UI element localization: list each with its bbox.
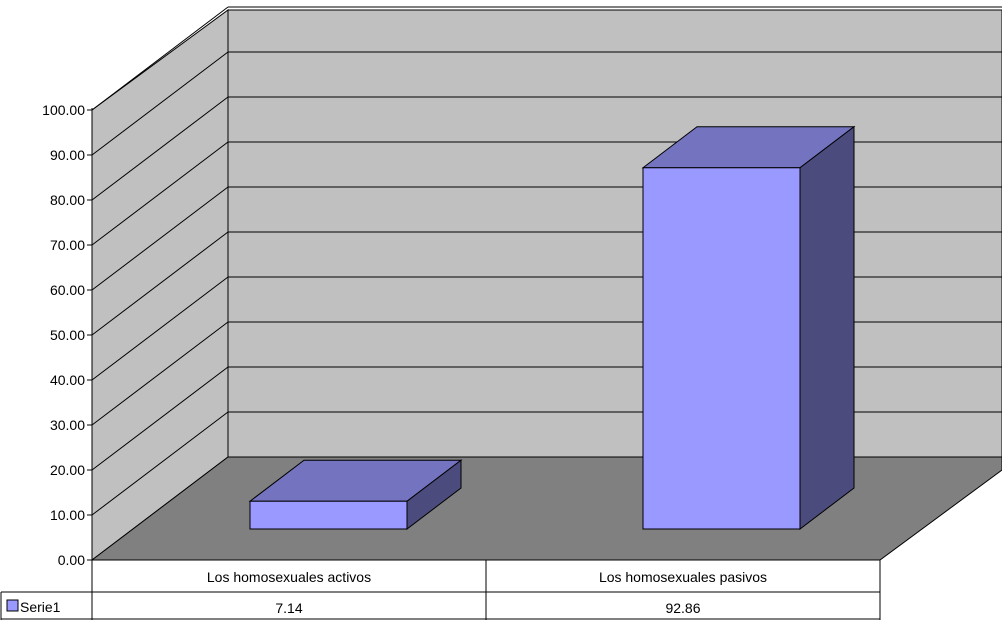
gridline-side [91, 51, 229, 156]
gridline-side [91, 6, 229, 111]
y-tick-label: 70.00 [50, 237, 85, 253]
legend-swatch [6, 599, 19, 612]
gridline-side [91, 366, 229, 471]
bars [248, 125, 856, 531]
y-tick-label: 0.00 [58, 552, 85, 568]
bar-side [799, 125, 855, 531]
y-tick-label: 80.00 [50, 192, 85, 208]
y-tick-label: 100.00 [42, 102, 85, 118]
legend-label: Serie1 [20, 599, 61, 615]
gridline-side [91, 141, 229, 246]
y-tick-label: 50.00 [50, 327, 85, 343]
y-tick-label: 90.00 [50, 147, 85, 163]
back-wall [227, 9, 1002, 458]
table-value: 7.14 [275, 600, 302, 616]
bar-2 [641, 125, 856, 531]
gridline-side [91, 321, 229, 426]
data-table: Los homosexuales activos Los homosexuales… [0, 560, 881, 620]
table-value: 92.86 [665, 600, 700, 616]
gridline-side [91, 186, 229, 291]
category-label: Los homosexuales activos [207, 569, 371, 585]
y-tick-label: 40.00 [50, 372, 85, 388]
category-label: Los homosexuales pasivos [599, 569, 767, 585]
gridline-side [91, 411, 229, 516]
bar-1 [248, 459, 463, 531]
floor [90, 456, 1002, 561]
bar-front [249, 500, 408, 530]
y-tick-label: 60.00 [50, 282, 85, 298]
y-tick-label: 10.00 [50, 507, 85, 523]
y-axis: 0.00 10.00 20.00 30.00 40.00 50.00 60.00 70.00 8… [42, 102, 93, 568]
gridline-side [91, 96, 229, 201]
bar-front [642, 167, 801, 530]
gridline-side [91, 276, 229, 381]
gridlines [91, 6, 1002, 516]
y-tick-label: 20.00 [50, 462, 85, 478]
gridline-side [91, 231, 229, 336]
y-tick-label: 30.00 [50, 417, 85, 433]
